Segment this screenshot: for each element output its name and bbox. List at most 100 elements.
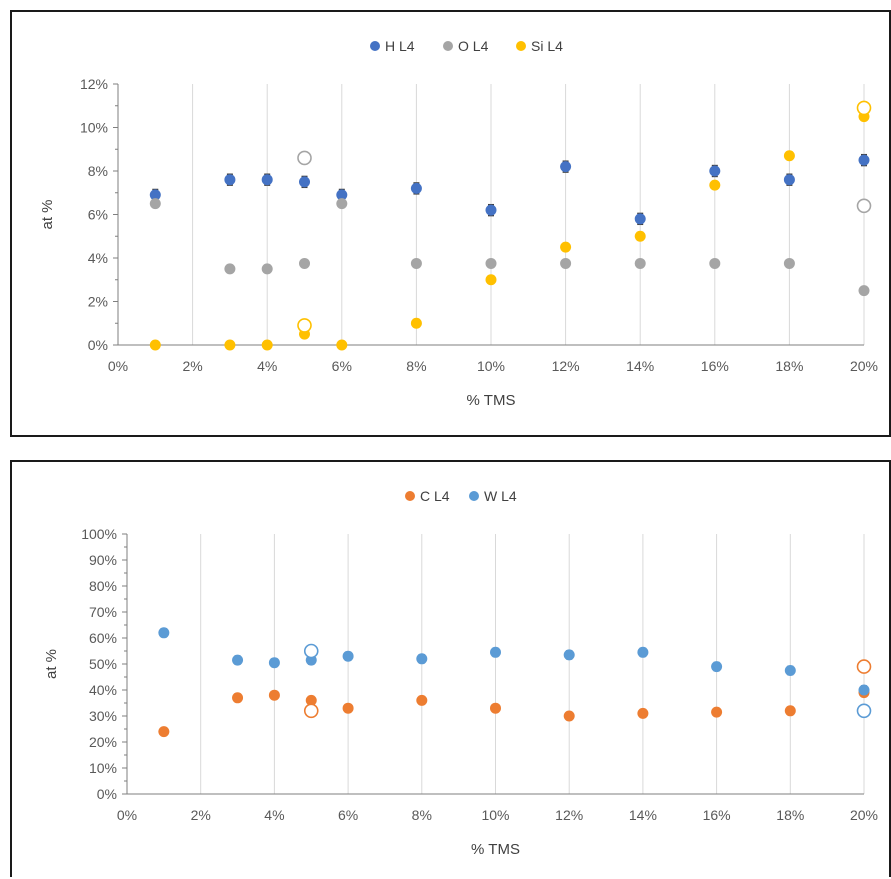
data-point [224,339,236,351]
x-tick-label: 8% [412,807,432,823]
x-tick-label: 0% [117,807,137,823]
data-point [485,204,497,216]
data-point [261,263,273,275]
data-point [224,263,236,275]
legend-marker-1 [443,41,453,51]
data-point [336,198,348,210]
open-data-point [297,318,312,333]
bottom-scatter-chart: 0% 2% 4% 6% 8% 10% 12% 14% 16% 18% 20% 0% 10% 20% 30% 4… [43,488,878,858]
data-point [268,657,280,669]
data-point [711,661,723,673]
open-data-point [297,150,312,166]
y-tick-label: 6% [88,207,108,223]
data-point [711,706,723,718]
data-point [410,317,422,329]
x-tick-label: 20% [850,807,878,823]
data-point [858,285,870,297]
x-tick-label: 20% [850,358,878,374]
data-point [563,710,575,722]
x-tick-label: 16% [701,358,729,374]
legend: H L4 O L4 Si L4 [370,38,563,54]
data-point [634,230,646,242]
x-tick-label: 14% [626,358,654,374]
y-tick-label: 0% [97,786,117,802]
y-tick-label: 8% [88,163,108,179]
data-point [299,257,310,269]
x-tick-label: 6% [338,807,358,823]
y-tick-label: 20% [89,734,117,750]
y-tick-label: 60% [89,630,117,646]
legend-marker-1 [469,491,479,501]
data-point [410,182,422,194]
x-tick-label: 4% [264,807,284,823]
x-axis-title: % TMS [471,841,520,858]
x-tick-label: 12% [555,807,583,823]
data-point [336,189,348,201]
y-tick-label: 40% [89,682,117,698]
x-tick-label: 18% [775,358,803,374]
data-point [490,702,501,714]
x-axis-title: % TMS [467,392,516,409]
top-chart-panel: 0% 2% 4% 6% 8% 10% 12% 14% 16% 18% 20% 0% 2% 4% 6% 8% 10… [10,10,891,437]
data-point [783,174,795,186]
data-point [490,646,501,658]
data-point [637,646,649,658]
data-point [560,257,572,269]
top-scatter-chart: 0% 2% 4% 6% 8% 10% 12% 14% 16% 18% 20% 0% 2% 4% 6% 8% 10… [39,38,878,409]
data-point [149,189,161,201]
y-axis-title: at % [43,649,60,679]
series-2 [149,100,872,351]
data-point [149,339,161,351]
data-point [224,174,236,186]
x-tick-label: 16% [703,807,731,823]
y-tick-label: 4% [88,250,108,266]
data-point [299,176,310,188]
open-data-point [303,703,319,719]
x-tick-label: 14% [629,807,657,823]
x-tick-label: 0% [108,358,128,374]
legend-label-2: Si L4 [531,38,563,54]
data-point [336,339,348,351]
y-tick-label: 2% [88,294,108,310]
y-tick-label: 90% [89,552,117,568]
legend-marker-0 [405,491,415,501]
open-data-point [856,100,872,116]
data-point [342,650,354,662]
x-tick-label: 12% [552,358,580,374]
y-tick-label: 12% [80,76,108,92]
data-point [784,665,796,676]
data-point [410,257,422,269]
data-point [634,213,646,225]
y-tick-label: 10% [89,760,117,776]
data-point [232,654,244,666]
data-point [261,174,273,186]
x-tick-label: 10% [481,807,509,823]
series-0 [149,153,870,226]
legend-label-1: O L4 [458,38,489,54]
data-point [158,726,170,738]
series-1 [149,150,872,297]
data-point [709,165,721,177]
data-point [563,649,575,661]
legend: C L4 W L4 [405,488,517,504]
series-1 [158,627,872,719]
data-point [709,179,721,191]
open-data-point [856,659,872,674]
data-point [634,257,646,269]
y-tick-label: 100% [81,526,117,542]
data-point [268,689,280,701]
legend-label-0: H L4 [385,38,415,54]
open-data-point [856,198,872,214]
data-point [416,694,428,706]
y-tick-label: 50% [89,656,117,672]
open-data-point [303,643,319,659]
y-tick-label: 10% [80,120,108,136]
data-point [858,684,870,696]
series-0 [158,659,872,738]
bottom-chart-panel: 0% 2% 4% 6% 8% 10% 12% 14% 16% 18% 20% 0% 10% 20% 30% 4… [10,460,891,877]
data-point [261,339,273,351]
data-point [560,161,572,173]
data-point [158,627,170,639]
data-point [783,150,795,162]
data-point [416,653,428,665]
